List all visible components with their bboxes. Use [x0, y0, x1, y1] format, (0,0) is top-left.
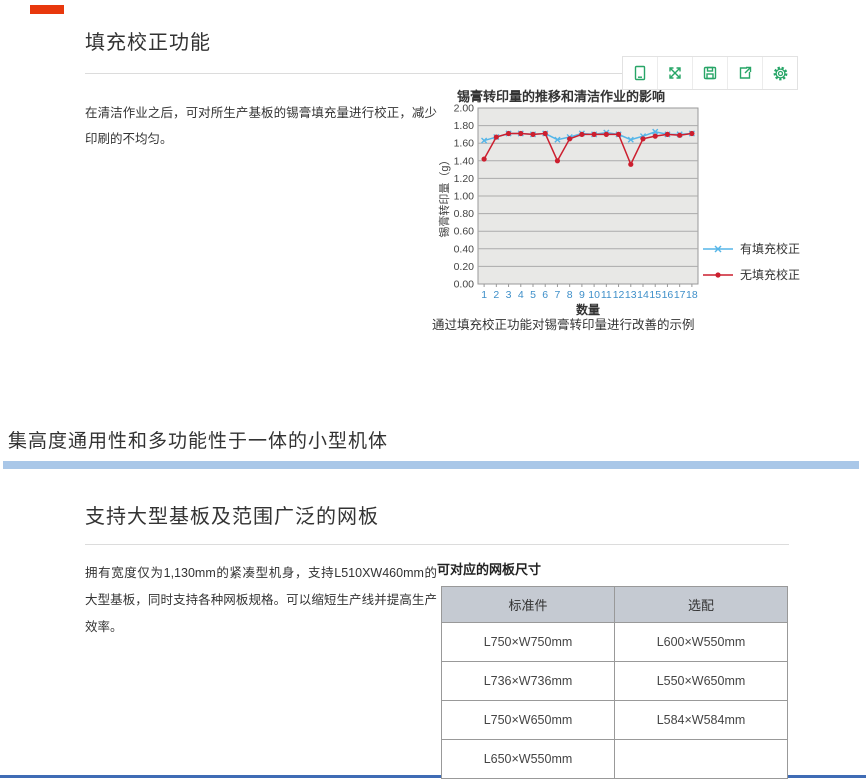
svg-text:锡膏转印量（g）: 锡膏转印量（g）: [438, 154, 451, 237]
svg-text:13: 13: [625, 289, 637, 301]
svg-text:15: 15: [649, 289, 661, 301]
legend-label: 无填充校正: [740, 268, 801, 282]
device-icon[interactable]: [623, 57, 658, 89]
svg-text:1.60: 1.60: [454, 138, 475, 150]
bottom-blue-divider: [0, 775, 866, 778]
export-icon[interactable]: [728, 57, 763, 89]
table-cell: L584×W584mm: [614, 700, 788, 740]
table-cell: L750×W750mm: [441, 622, 615, 662]
table-row: L736×W736mm L550×W650mm: [441, 661, 788, 701]
expand-icon[interactable]: [658, 57, 693, 89]
svg-text:1.00: 1.00: [454, 191, 475, 203]
svg-text:18: 18: [686, 289, 698, 301]
legend-entry: 有填充校正: [702, 240, 800, 257]
line-chart: 0.00 0.20 0.40 0.60 0.80 1.00 1.20 1.40 1.60 1.80…: [438, 104, 699, 317]
svg-text:9: 9: [579, 289, 585, 301]
table-cell: L650×W550mm: [441, 739, 615, 779]
legend-entry: 无填充校正: [702, 266, 800, 283]
svg-text:数量: 数量: [576, 302, 600, 317]
svg-text:7: 7: [555, 289, 561, 301]
table-cell: L750×W650mm: [441, 700, 615, 740]
svg-text:1.80: 1.80: [454, 120, 475, 132]
legend-line-blue: [703, 245, 733, 252]
legend-label: 有填充校正: [740, 242, 801, 256]
fill-correction-description: 在清洁作业之后，可对所生产基板的锡膏填充量进行校正，减少印刷的不均匀。: [85, 106, 437, 146]
table-row: L650×W550mm: [441, 739, 788, 779]
svg-text:1.20: 1.20: [454, 173, 475, 185]
table-header-optional: 选配: [614, 586, 788, 623]
table-cell: L550×W650mm: [614, 661, 788, 701]
mask-size-table-label: 可对应的网板尺寸: [437, 562, 542, 577]
svg-text:0.20: 0.20: [454, 261, 475, 273]
svg-text:14: 14: [637, 289, 649, 301]
section-title-underline-2: [85, 544, 789, 545]
mask-size-table: 标准件 选配 L750×W750mm L600×W550mm L736×W736mm…: [441, 586, 788, 779]
legend-line-red: [703, 271, 733, 278]
mask-support-description: 拥有宽度仅为1,130mm的紧凑型机身，支持L510XW460mm的大型基板，同…: [85, 566, 437, 634]
chart-legend: 有填充校正无填充校正: [702, 240, 800, 283]
svg-text:5: 5: [530, 289, 536, 301]
svg-text:12: 12: [613, 289, 625, 301]
chart-caption: 通过填充校正功能对锡膏转印量进行改善的示例: [432, 318, 695, 332]
svg-text:1.40: 1.40: [454, 155, 475, 167]
mask-size-table-header-row: 标准件 选配: [441, 586, 788, 623]
svg-text:0.00: 0.00: [454, 279, 475, 291]
top-left-red-mark: [30, 5, 64, 14]
svg-text:0.40: 0.40: [454, 243, 475, 255]
svg-text:10: 10: [588, 289, 600, 301]
section-title-underline: [85, 73, 789, 74]
table-cell: L600×W550mm: [614, 622, 788, 662]
svg-text:11: 11: [601, 289, 612, 301]
table-row: L750×W750mm L600×W550mm: [441, 622, 788, 662]
table-cell: [614, 739, 788, 779]
svg-text:3: 3: [506, 289, 512, 301]
svg-text:4: 4: [518, 289, 524, 301]
svg-text:6: 6: [542, 289, 548, 301]
svg-text:8: 8: [567, 289, 573, 301]
svg-text:0.60: 0.60: [454, 226, 475, 238]
chart-toolbar: [622, 56, 798, 90]
svg-text:0.80: 0.80: [454, 208, 475, 220]
table-header-standard: 标准件: [441, 586, 615, 623]
save-icon[interactable]: [693, 57, 728, 89]
svg-text:1: 1: [481, 289, 487, 301]
table-row: L750×W650mm L584×W584mm: [441, 700, 788, 740]
chart-title: 锡膏转印量的推移和清洁作业的影响: [457, 89, 666, 104]
svg-text:2.00: 2.00: [454, 104, 475, 115]
svg-text:2: 2: [493, 289, 499, 301]
banner-title: 集高度通用性和多功能性于一体的小型机体: [8, 431, 389, 452]
section-title-mask-support: 支持大型基板及范围广泛的网板: [85, 506, 379, 528]
banner-blue-bar: [3, 461, 859, 469]
section-title-fill-correction: 填充校正功能: [85, 32, 211, 54]
table-cell: L736×W736mm: [441, 661, 615, 701]
settings-icon[interactable]: [763, 57, 797, 89]
svg-text:16: 16: [662, 289, 674, 301]
svg-text:17: 17: [674, 289, 686, 301]
